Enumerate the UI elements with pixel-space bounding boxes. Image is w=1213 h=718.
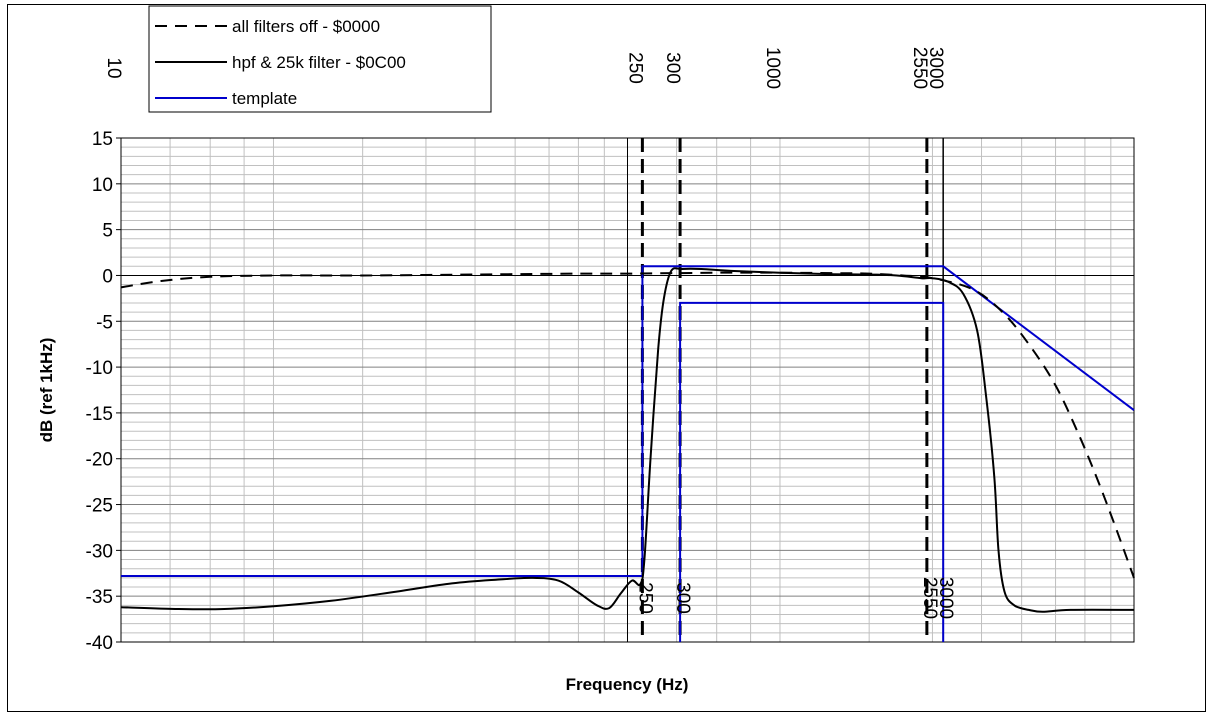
y-tick-label: -30 — [86, 541, 113, 562]
y-tick-label: -25 — [86, 496, 113, 517]
series-line-hpf-25k — [120, 267, 1135, 613]
top-freq-label-1000: 1000 — [762, 47, 783, 89]
y-tick-label: -5 — [96, 312, 113, 333]
bottom-freq-label-3000: 3000 — [935, 577, 956, 619]
y-axis-title: dB (ref 1kHz) — [37, 338, 56, 443]
y-tick-label: -15 — [86, 404, 113, 425]
y-tick-label: 0 — [102, 266, 113, 287]
legend-label-template: template — [232, 89, 297, 108]
legend: all filters off - $0000 hpf & 25k filter… — [148, 5, 492, 113]
top-freq-label-10: 10 — [103, 57, 124, 78]
plot-border — [120, 137, 1135, 643]
bottom-freq-label-250: 250 — [634, 582, 655, 614]
top-freq-label-250: 250 — [624, 52, 645, 84]
bottom-freq-label-2550: 2550 — [919, 577, 940, 619]
y-tick-label: 5 — [102, 221, 113, 242]
legend-box — [148, 5, 492, 113]
y-tick-label: -40 — [86, 633, 113, 654]
legend-label-all-filters-off: all filters off - $0000 — [232, 17, 380, 36]
template-upper-line — [121, 265, 1135, 577]
series-layer — [120, 138, 1135, 642]
top-freq-label-300: 300 — [662, 52, 683, 84]
grid-layer — [120, 137, 1135, 643]
top-freq-label-2550: 2550 — [909, 47, 930, 89]
bottom-freq-label-300: 300 — [672, 582, 693, 614]
x-axis-title: Frequency (Hz) — [566, 675, 689, 694]
y-tick-label: 15 — [92, 129, 113, 150]
top-freq-label-3000: 3000 — [925, 47, 946, 89]
y-tick-label: -35 — [86, 587, 113, 608]
template-lower-line — [679, 301, 945, 642]
label-layer: 15 10 5 0 -5 -10 -15 -20 -25 -30 -35 -40 10 250 300 100… — [86, 47, 957, 654]
y-tick-label: -10 — [86, 358, 113, 379]
legend-label-hpf: hpf & 25k filter - $0C00 — [232, 53, 406, 72]
y-tick-label: 10 — [92, 175, 113, 196]
y-tick-label: -20 — [86, 450, 113, 471]
series-line-all-filters-off — [120, 271, 1135, 579]
